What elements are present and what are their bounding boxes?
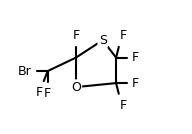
Text: F: F: [72, 29, 79, 42]
Text: F: F: [35, 86, 42, 99]
Text: F: F: [132, 51, 139, 64]
Text: F: F: [44, 87, 51, 100]
Text: F: F: [120, 29, 127, 42]
Text: S: S: [99, 34, 107, 47]
Text: F: F: [120, 99, 127, 112]
Text: F: F: [132, 77, 139, 90]
Text: O: O: [71, 81, 81, 94]
Text: Br: Br: [18, 64, 32, 78]
